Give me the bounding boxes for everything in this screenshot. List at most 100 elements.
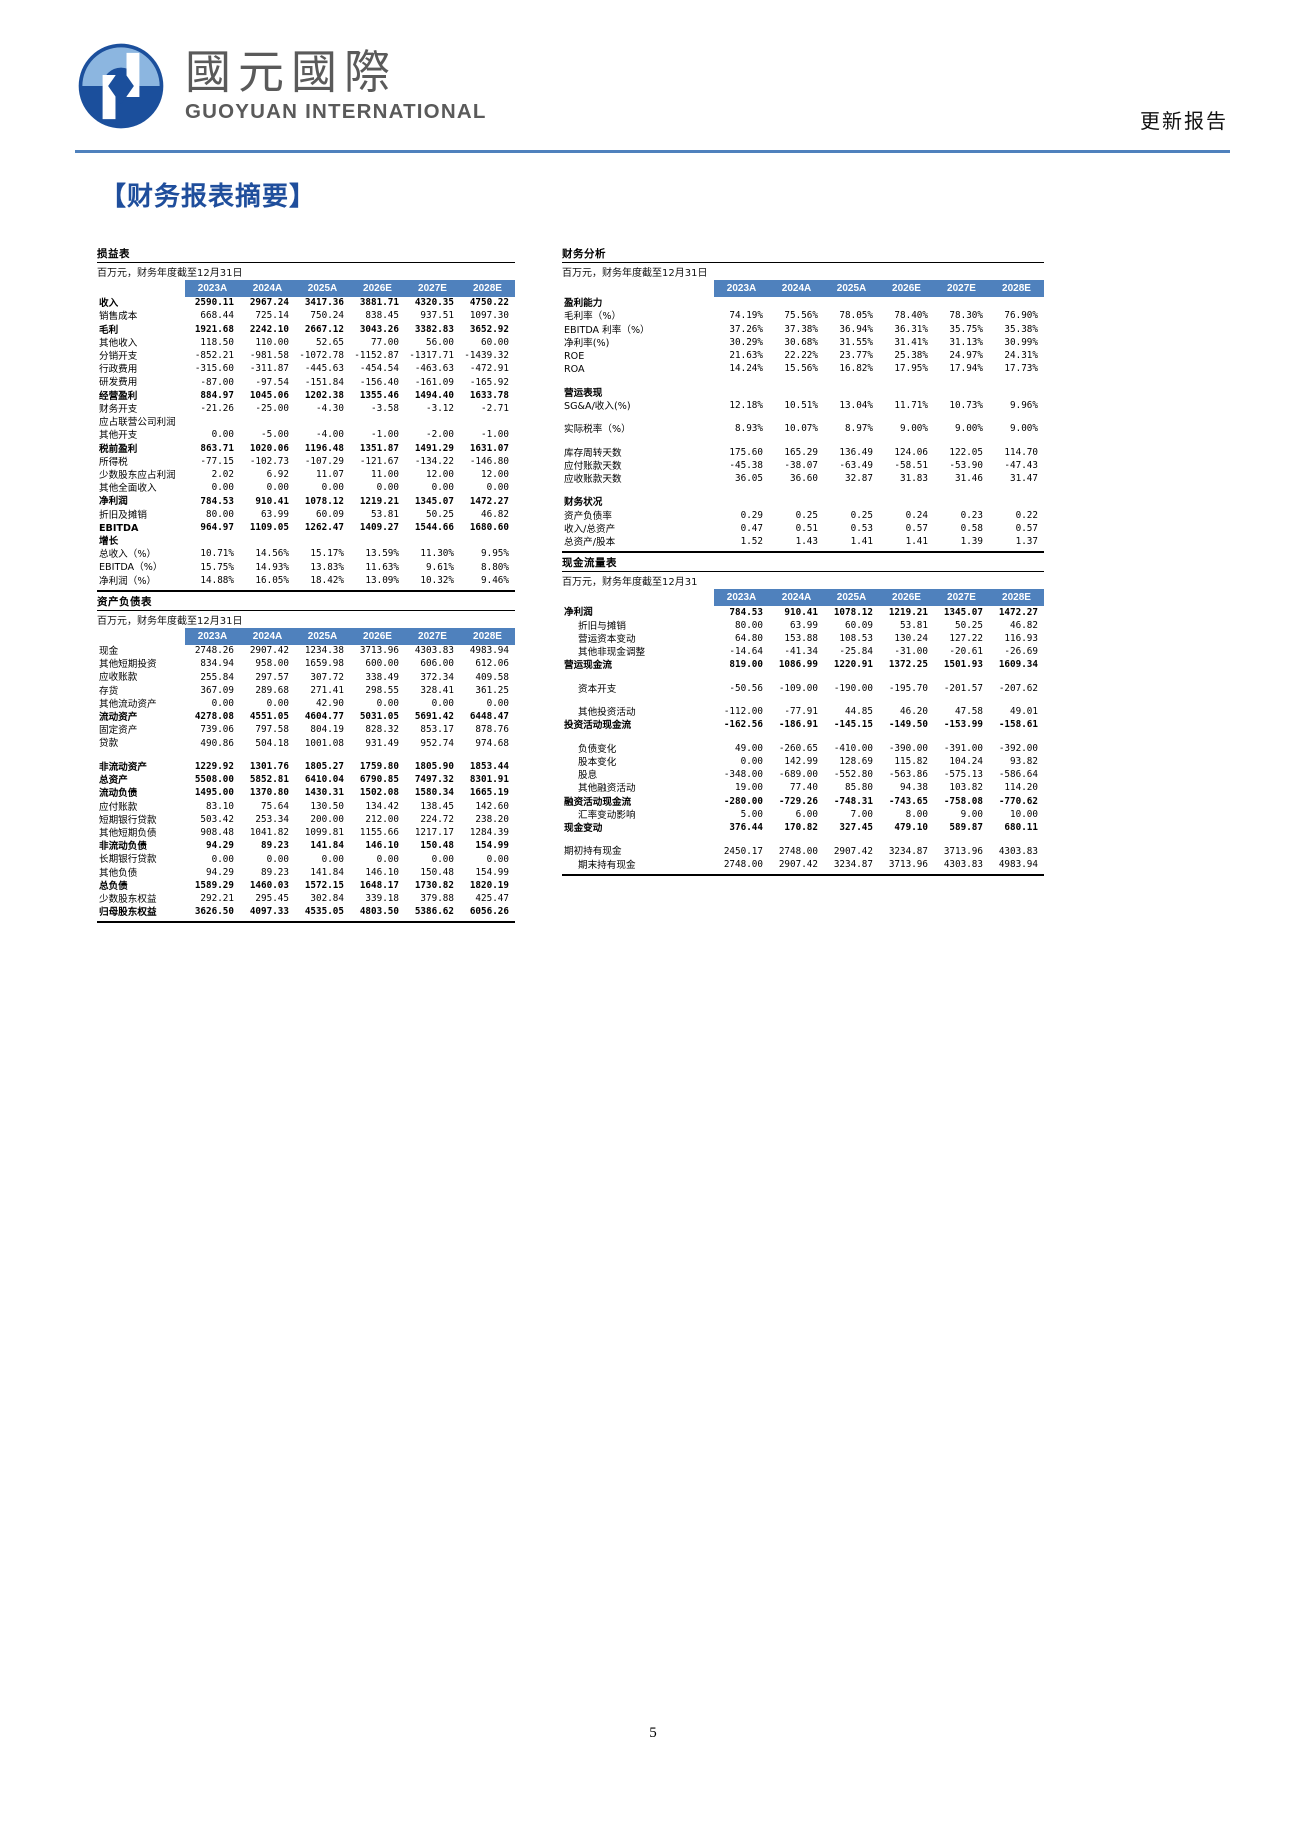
row-value: 828.32 <box>365 724 399 736</box>
col-header-2023a: 2023A <box>185 627 240 645</box>
row-value: -1152.87 <box>354 350 399 362</box>
row-value: 1631.07 <box>469 442 509 454</box>
row-value: 2748.00 <box>723 858 763 870</box>
row-value: 1229.92 <box>194 761 234 773</box>
row-label: 其他全面收入 <box>99 483 157 495</box>
row-value: 0.53 <box>850 523 873 535</box>
row-value: 668.44 <box>200 310 234 322</box>
brand-text: 國元國際 GUOYUAN INTERNATIONAL <box>185 49 487 124</box>
row-value: -50.56 <box>729 682 763 694</box>
row-value <box>295 535 350 548</box>
table-row: 其他投资活动 -112.00 -77.91 44.85 46.20 47.58 49.01 <box>562 706 1044 719</box>
row-value: 8301.91 <box>469 774 509 786</box>
row-label: 销售成本 <box>99 311 138 323</box>
row-value: 15.75% <box>200 561 234 573</box>
row-label: 其他短期投资 <box>99 659 157 671</box>
row-value: -195.70 <box>888 682 928 694</box>
row-value <box>769 732 824 742</box>
row-value: 1219.21 <box>888 606 928 618</box>
row-label: 期初持有现金 <box>564 846 622 858</box>
row-value: -162.56 <box>723 719 763 731</box>
table-row: 其他非现金调整 -14.64 -41.34 -25.84 -31.00 -20.61 -26… <box>562 646 1044 659</box>
row-label: 盈利能力 <box>564 298 603 310</box>
table-row: 收入/总资产 0.47 0.51 0.53 0.57 0.58 0.57 <box>562 523 1044 536</box>
row-value <box>405 751 460 761</box>
row-value: -392.00 <box>998 742 1038 754</box>
table-row <box>562 376 1044 386</box>
table-row: 其他融资活动 19.00 77.40 85.80 94.38 103.82 114.20 <box>562 782 1044 795</box>
row-value: 302.84 <box>310 893 344 905</box>
row-value: 127.22 <box>949 632 983 644</box>
row-value <box>714 376 769 386</box>
col-header-2023a: 2023A <box>185 280 240 297</box>
row-value: 238.20 <box>475 813 509 825</box>
row-label: EBITDA 利率（%） <box>564 324 650 336</box>
row-value <box>989 376 1044 386</box>
row-label: ROE <box>564 350 585 362</box>
row-label: 总收入（%） <box>99 549 157 561</box>
row-value: 115.82 <box>894 756 928 768</box>
row-value: 80.00 <box>735 619 763 631</box>
row-value <box>989 835 1044 845</box>
financial-analysis-body: 盈利能力 毛利率（%） 74.19% 75.56% 78.05% 78.40% 78.30%… <box>562 297 1044 549</box>
row-label: 应收账款 <box>99 672 138 684</box>
row-label: 其他投资活动 <box>578 707 636 719</box>
row-value: 9.46% <box>481 574 509 586</box>
row-value: 146.10 <box>365 866 399 878</box>
row-value: -463.63 <box>414 363 454 375</box>
row-label: 少数股东应占利润 <box>99 469 176 481</box>
row-label: 财务状况 <box>564 497 603 509</box>
row-value <box>769 486 824 496</box>
row-value <box>879 496 934 509</box>
row-value <box>714 436 769 446</box>
table-row: EBITDA（%） 15.75% 14.93% 13.83% 11.63% 9.61% 8.… <box>97 561 515 574</box>
row-value: 1345.07 <box>414 495 454 507</box>
row-label: 资产负债率 <box>564 510 612 522</box>
row-value: 504.18 <box>255 737 289 749</box>
row-value: 0.00 <box>211 697 234 709</box>
right-column: 财务分析 百万元，财务年度截至12月31日 2023A 2024A 2025A … <box>562 246 1044 876</box>
row-value: 1097.30 <box>469 310 509 322</box>
row-label: 其他开支 <box>99 430 138 442</box>
row-value: -445.63 <box>304 363 344 375</box>
row-value: 2907.42 <box>833 845 873 857</box>
table-row: 股本变化 0.00 142.99 128.69 115.82 104.24 93.82 <box>562 756 1044 769</box>
row-value: 0.00 <box>266 697 289 709</box>
row-label: ROA <box>564 364 585 376</box>
row-value: 910.41 <box>255 495 289 507</box>
table-row: 存货 367.09 289.68 271.41 298.55 328.41 361.25 <box>97 684 515 697</box>
row-value <box>879 413 934 423</box>
table-row: 资本开支 -50.56 -109.00 -190.00 -195.70 -201.57 -2… <box>562 683 1044 696</box>
row-value: 36.05 <box>735 473 763 485</box>
row-value: 53.81 <box>371 508 399 520</box>
row-value: 4535.05 <box>304 906 344 918</box>
row-value: 9.61% <box>426 561 454 573</box>
row-value <box>714 297 769 310</box>
row-value: 10.07% <box>784 423 818 435</box>
row-label: SG&A/收入(%) <box>564 400 631 412</box>
row-value: 6056.26 <box>469 906 509 918</box>
row-value: 14.56% <box>255 548 289 560</box>
row-value: 77.00 <box>371 336 399 348</box>
row-value: 2242.10 <box>249 323 289 335</box>
row-value <box>714 486 769 496</box>
row-value: 1262.47 <box>304 521 344 533</box>
row-value: 23.77% <box>839 350 873 362</box>
row-value: 35.75% <box>949 323 983 335</box>
row-value: 1284.39 <box>469 827 509 839</box>
row-value: -552.80 <box>833 769 873 781</box>
row-value <box>240 416 295 429</box>
row-value: 338.49 <box>365 671 399 683</box>
row-value: 0.00 <box>431 697 454 709</box>
cash-flow-table: 2023A 2024A 2025A 2026E 2027E 2028E 净利润 7… <box>562 589 1044 871</box>
row-value: -852.21 <box>194 350 234 362</box>
row-value: 612.06 <box>475 658 509 670</box>
row-value: 4097.33 <box>249 906 289 918</box>
row-value: 76.90% <box>1004 310 1038 322</box>
table-row: 应付账款天数 -45.38 -38.07 -63.49 -58.51 -53.90 -47.… <box>562 460 1044 473</box>
row-value: 31.13% <box>949 336 983 348</box>
row-value: 46.20 <box>900 706 928 718</box>
row-value: 30.99% <box>1004 336 1038 348</box>
row-value: -391.00 <box>943 742 983 754</box>
